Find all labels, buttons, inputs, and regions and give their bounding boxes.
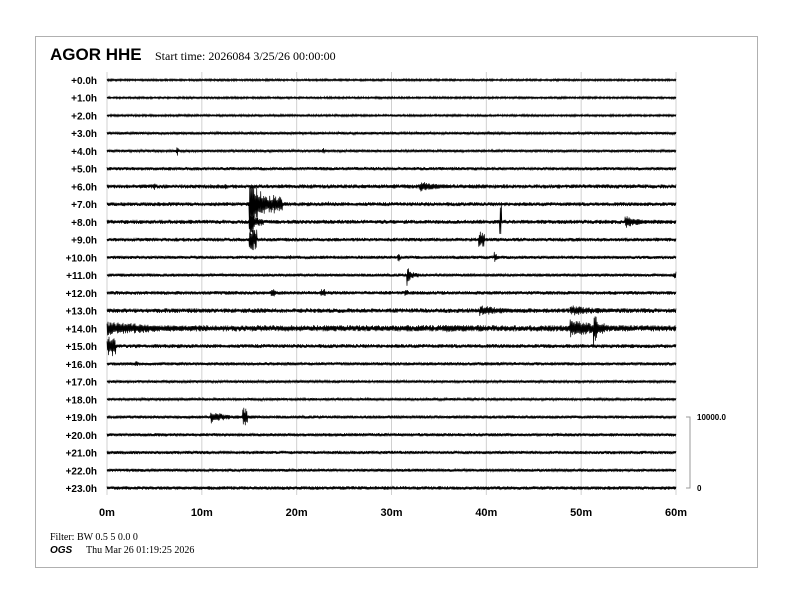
row-label: +6.0h (71, 182, 97, 193)
row-label: +13.0h (66, 307, 97, 318)
seismic-trace (106, 361, 677, 367)
seismic-trace (106, 288, 677, 297)
row-label: +16.0h (66, 360, 97, 371)
seismic-trace (106, 316, 677, 347)
x-tick-label: 10m (191, 507, 213, 519)
filter-info: Filter: BW 0.5 5 0.0 0 (50, 532, 138, 543)
x-tick-label: 0m (99, 507, 115, 519)
x-tick-label: 40m (475, 507, 497, 519)
row-label: +7.0h (71, 200, 97, 211)
row-label: +10.0h (66, 253, 97, 264)
scale-top-label: 10000.0 (697, 413, 726, 422)
start-time: Start time: 2026084 3/25/26 00:00:00 (155, 49, 336, 63)
row-label: +23.0h (66, 484, 97, 495)
seismic-trace (106, 251, 677, 262)
row-label: +18.0h (66, 395, 97, 406)
generated-timestamp: Thu Mar 26 01:19:25 2026 (86, 545, 195, 556)
scale-bottom-label: 0 (697, 484, 702, 493)
row-label: +12.0h (66, 289, 97, 300)
seismic-trace (106, 182, 677, 192)
seismic-trace (106, 95, 677, 101)
seismic-trace (106, 407, 677, 426)
seismic-trace (106, 268, 677, 286)
row-label: +20.0h (66, 431, 97, 442)
row-label: +1.0h (71, 94, 97, 105)
agency-label: OGS (50, 545, 73, 556)
x-tick-label: 20m (286, 507, 308, 519)
seismic-trace (106, 449, 677, 456)
row-label: +15.0h (66, 342, 97, 353)
seismic-trace (106, 202, 677, 236)
seismic-trace (106, 467, 677, 473)
row-label: +8.0h (71, 218, 97, 229)
x-tick-label: 50m (570, 507, 592, 519)
seismic-trace (106, 336, 677, 357)
seismic-trace (106, 432, 677, 438)
row-label: +3.0h (71, 129, 97, 140)
seismic-trace (106, 229, 677, 251)
seismic-trace (106, 113, 677, 118)
seismic-trace (106, 485, 677, 491)
row-label: +17.0h (66, 378, 97, 389)
x-tick-label: 30m (380, 507, 402, 519)
row-label: +9.0h (71, 236, 97, 247)
row-label: +22.0h (66, 466, 97, 477)
seismic-trace (106, 305, 677, 317)
row-label: +2.0h (71, 111, 97, 122)
seismic-trace (106, 166, 677, 172)
row-label: +11.0h (66, 271, 97, 282)
seismic-trace (106, 184, 677, 233)
row-label: +4.0h (71, 147, 97, 158)
row-label: +5.0h (71, 165, 97, 176)
x-tick-label: 60m (665, 507, 687, 519)
amplitude-scale-bar (686, 416, 691, 489)
row-label: +19.0h (66, 413, 97, 424)
row-label: +21.0h (66, 449, 97, 460)
plot-frame (35, 36, 758, 568)
row-label: +14.0h (66, 324, 97, 335)
station-title: AGOR HHE (50, 45, 142, 64)
row-label: +0.0h (71, 76, 97, 87)
